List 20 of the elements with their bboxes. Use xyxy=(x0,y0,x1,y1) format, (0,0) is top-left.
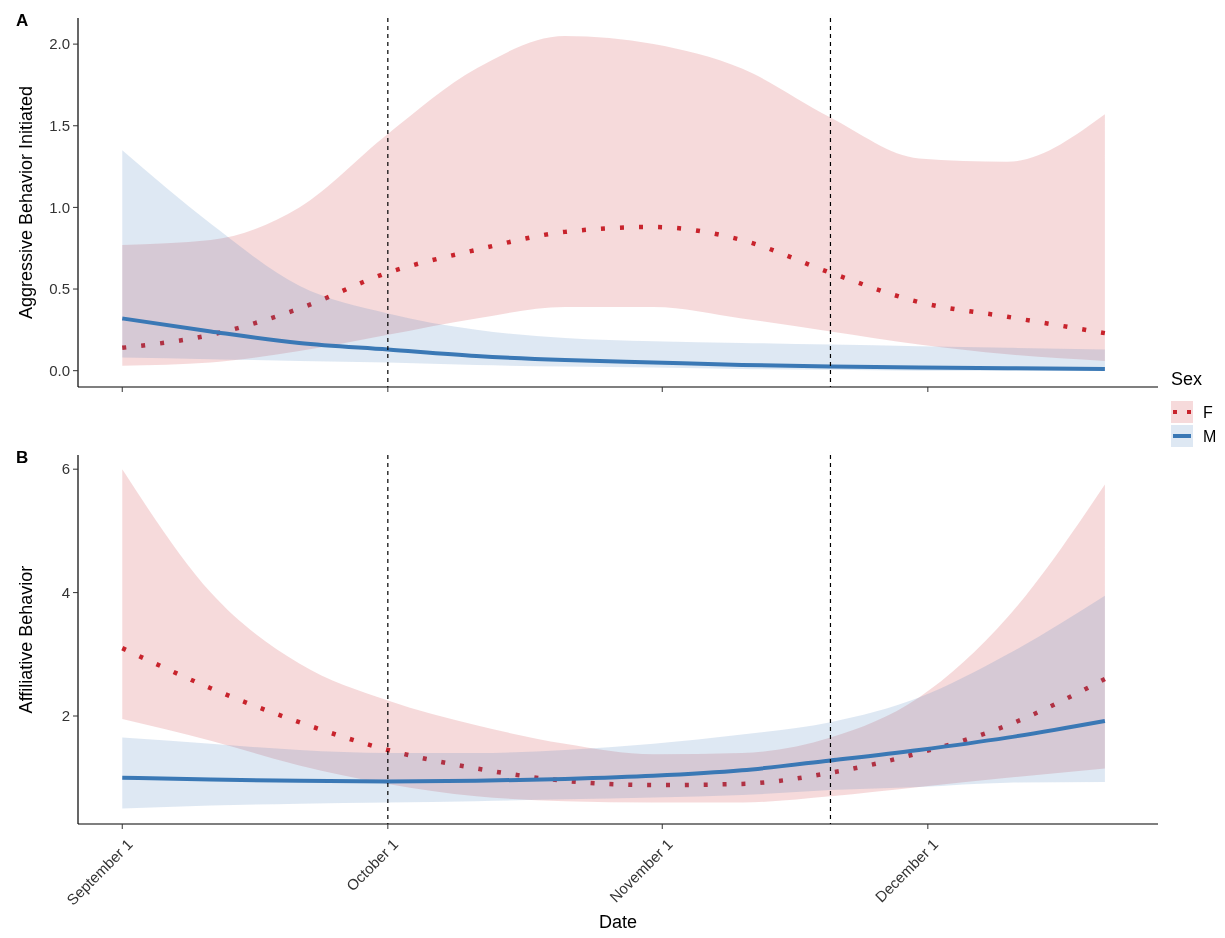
y-tick-label: 2.0 xyxy=(49,35,70,53)
line-series xyxy=(120,645,1108,788)
line-series xyxy=(120,316,1107,372)
x-axis-title: Date xyxy=(598,912,638,932)
legend-title: Sex xyxy=(1171,369,1203,389)
y-tick-label: 4 xyxy=(61,583,70,601)
y-tick-label: 0.0 xyxy=(49,361,70,379)
y-axis-title: Affiliative Behavior xyxy=(16,565,36,714)
line-series xyxy=(120,718,1107,784)
chart-title: B xyxy=(16,448,29,467)
y-tick-label: 1.5 xyxy=(49,117,70,135)
y-tick-label: 6 xyxy=(61,460,70,478)
chart-title: A xyxy=(16,11,29,30)
y-tick-label: 0.5 xyxy=(49,280,70,298)
y-tick-label: 2 xyxy=(61,707,70,725)
legend-label: M xyxy=(1203,427,1217,445)
legend-label: F xyxy=(1203,403,1213,421)
line-series xyxy=(120,224,1108,351)
y-axis-title: Aggressive Behavior Initiated xyxy=(16,85,36,320)
y-tick-label: 1.0 xyxy=(49,198,70,216)
